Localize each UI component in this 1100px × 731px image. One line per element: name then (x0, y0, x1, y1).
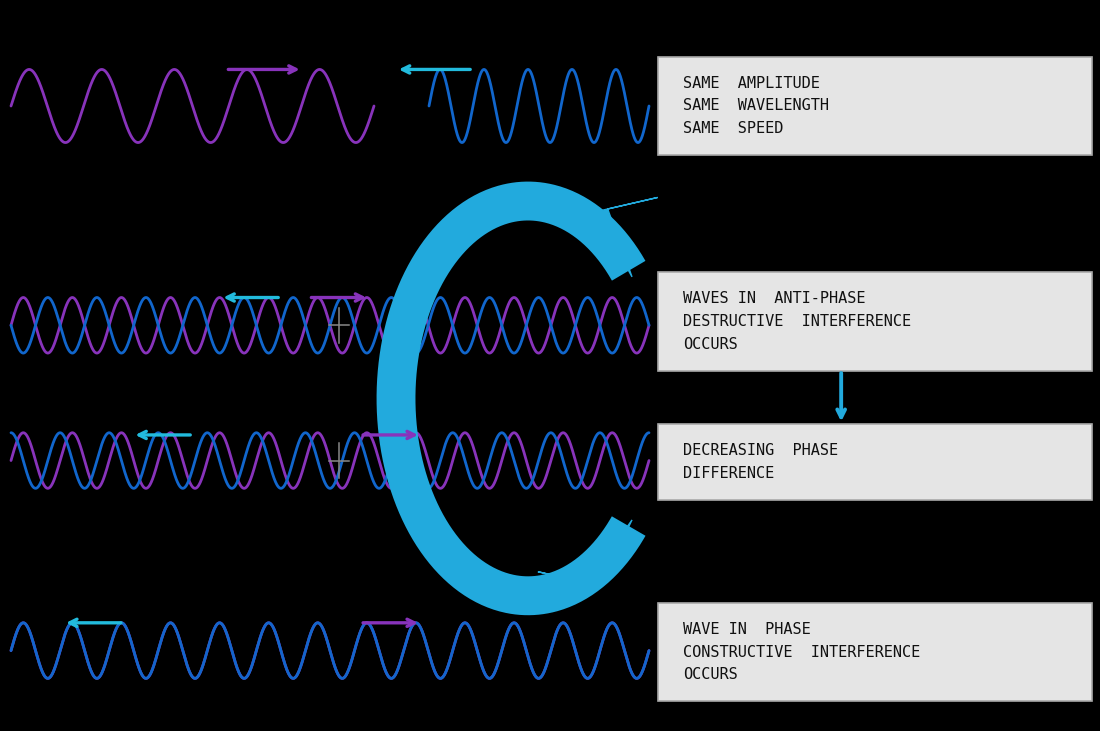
FancyBboxPatch shape (658, 602, 1092, 702)
FancyBboxPatch shape (658, 57, 1092, 156)
Text: WAVES IN  ANTI-PHASE
DESTRUCTIVE  INTERFERENCE
OCCURS: WAVES IN ANTI-PHASE DESTRUCTIVE INTERFER… (683, 292, 911, 352)
Text: DECREASING  PHASE
DIFFERENCE: DECREASING PHASE DIFFERENCE (683, 443, 838, 481)
FancyBboxPatch shape (658, 424, 1092, 500)
Text: WAVE IN  PHASE
CONSTRUCTIVE  INTERFERENCE
OCCURS: WAVE IN PHASE CONSTRUCTIVE INTERFERENCE … (683, 622, 921, 682)
Polygon shape (538, 520, 632, 586)
Polygon shape (596, 197, 658, 277)
FancyBboxPatch shape (658, 272, 1092, 371)
Text: SAME  AMPLITUDE
SAME  WAVELENGTH
SAME  SPEED: SAME AMPLITUDE SAME WAVELENGTH SAME SPEE… (683, 76, 829, 136)
